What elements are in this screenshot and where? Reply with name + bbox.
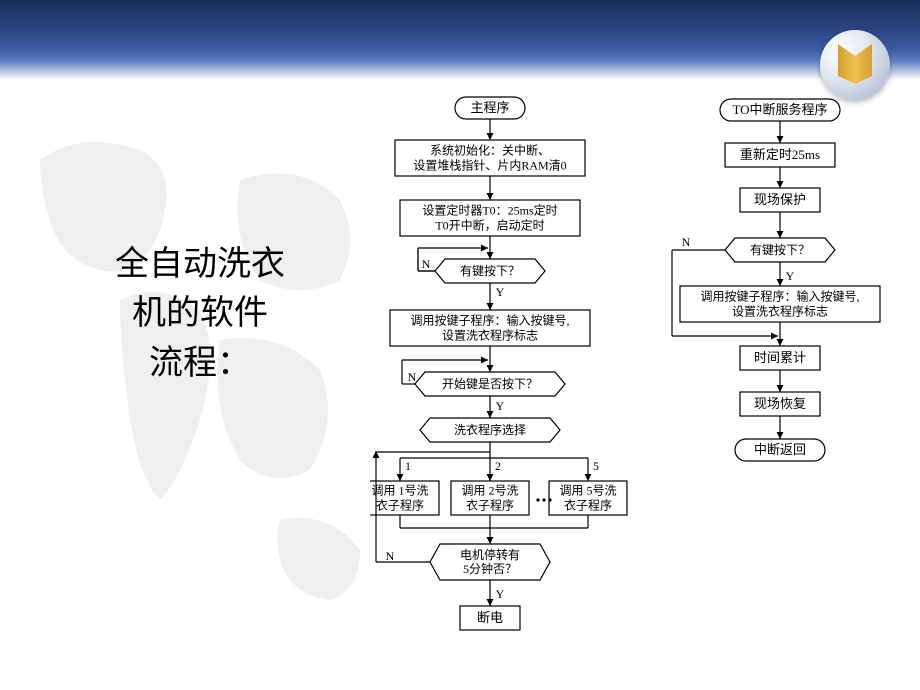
svg-text:T0开中断，启动定时: T0开中断，启动定时 <box>435 217 544 232</box>
svg-text:5: 5 <box>593 459 599 473</box>
svg-text:N: N <box>422 257 431 271</box>
svg-text:Y: Y <box>496 399 505 413</box>
svg-text:N: N <box>386 549 395 563</box>
svg-text:TO中断服务程序: TO中断服务程序 <box>732 102 827 117</box>
page-title: 全自动洗衣 机的软件 流程： <box>50 240 350 388</box>
svg-text:5分钟否？: 5分钟否？ <box>463 561 517 576</box>
flowchart: 主程序系统初始化：关中断、设置堆栈指针、片内RAM清0 设置定时器T0：25ms定… <box>370 90 900 680</box>
svg-text:中断返回: 中断返回 <box>754 442 806 457</box>
svg-text:重新定时25ms: 重新定时25ms <box>740 147 820 162</box>
svg-text:调用 2号洗: 调用 2号洗 <box>461 483 518 497</box>
svg-text:设置定时器T0：25ms定时: 设置定时器T0：25ms定时 <box>422 202 557 217</box>
header-band <box>0 0 920 80</box>
svg-text:衣子程序: 衣子程序 <box>466 497 514 512</box>
flowchart-svg: 主程序系统初始化：关中断、设置堆栈指针、片内RAM清0 设置定时器T0：25ms定… <box>370 90 900 680</box>
svg-text:衣子程序: 衣子程序 <box>376 497 424 512</box>
svg-text:断电: 断电 <box>477 610 503 625</box>
svg-text:调用 1号洗: 调用 1号洗 <box>371 483 428 497</box>
svg-text:开始键是否按下？: 开始键是否按下？ <box>442 377 538 391</box>
svg-text:Y: Y <box>496 587 505 601</box>
svg-text:N: N <box>408 370 417 384</box>
svg-text:有键按下？: 有键按下？ <box>460 264 520 278</box>
title-line-1: 全自动洗衣 <box>50 240 350 289</box>
title-line-3: 流程： <box>50 339 350 388</box>
logo-icon <box>838 44 872 84</box>
svg-text:现场保护: 现场保护 <box>754 192 806 207</box>
svg-text:系统初始化：关中断、: 系统初始化：关中断、 <box>430 142 550 157</box>
title-line-2: 机的软件 <box>50 289 350 338</box>
svg-text:设置堆栈指针、片内RAM清0: 设置堆栈指针、片内RAM清0 <box>413 157 566 172</box>
svg-text:现场恢复: 现场恢复 <box>754 396 806 411</box>
svg-text:洗衣程序选择: 洗衣程序选择 <box>454 422 526 437</box>
svg-text:调用 5号洗: 调用 5号洗 <box>559 483 616 497</box>
svg-text:设置洗衣程序标志: 设置洗衣程序标志 <box>732 303 828 318</box>
svg-text:衣子程序: 衣子程序 <box>564 497 612 512</box>
svg-text:Y: Y <box>496 285 505 299</box>
svg-text:电机停转有: 电机停转有 <box>460 547 520 562</box>
svg-text:1: 1 <box>405 459 411 473</box>
svg-text:N: N <box>682 235 691 249</box>
svg-text:主程序: 主程序 <box>470 100 509 115</box>
svg-text:调用按键子程序：输入按键号,: 调用按键子程序：输入按键号, <box>700 288 859 303</box>
svg-text:2: 2 <box>495 459 501 473</box>
svg-text:Y: Y <box>786 269 795 283</box>
svg-text:时间累计: 时间累计 <box>754 350 806 365</box>
svg-text:有键按下？: 有键按下？ <box>750 243 810 257</box>
svg-text:设置洗衣程序标志: 设置洗衣程序标志 <box>442 327 538 342</box>
svg-text:调用按键子程序：输入按键号,: 调用按键子程序：输入按键号, <box>410 312 569 327</box>
